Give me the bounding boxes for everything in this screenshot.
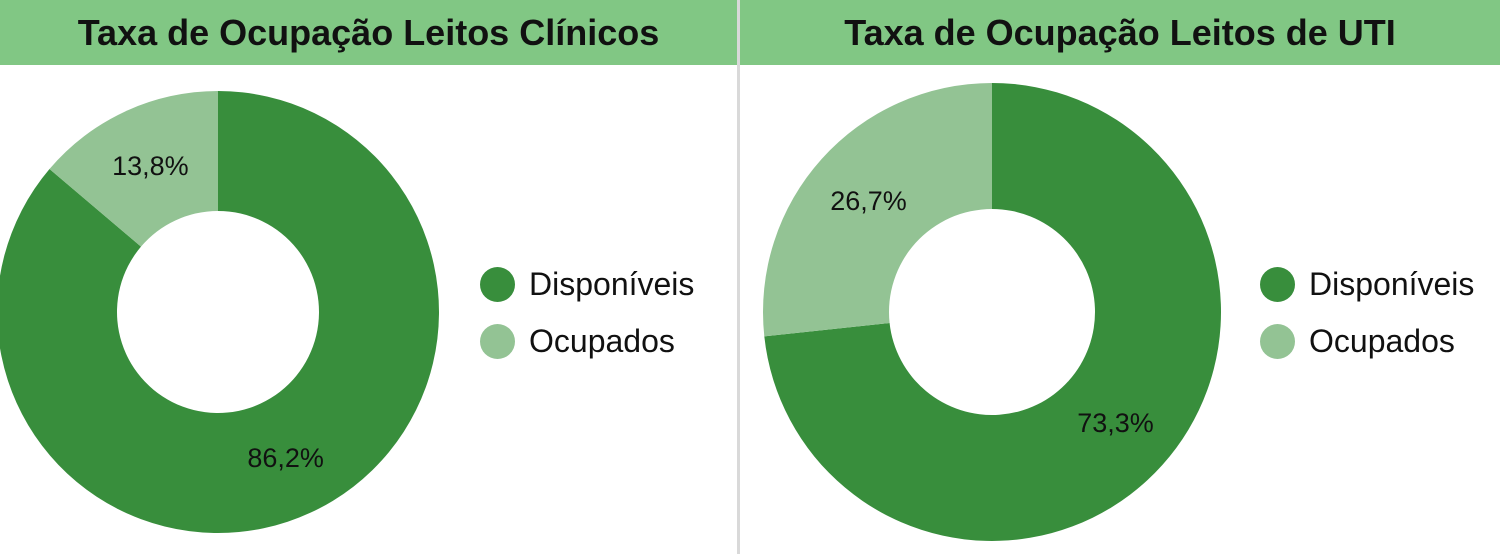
chart-title-bar: Taxa de Ocupação Leitos Clínicos (0, 0, 737, 65)
chart-title-bar: Taxa de Ocupação Leitos de UTI (740, 0, 1500, 65)
legend-label-disponiveis: Disponíveis (529, 266, 695, 302)
chart-title: Taxa de Ocupação Leitos Clínicos (77, 11, 660, 53)
legend-item-disponiveis: Disponíveis (1260, 256, 1474, 313)
legend-swatch-disponiveis (480, 267, 515, 302)
legend-label-ocupados: Ocupados (529, 323, 675, 359)
legend-swatch-disponiveis (1260, 267, 1295, 302)
slice-label-disponiveis: 86,2% (247, 443, 324, 473)
slice-label-ocupados: 13,8% (112, 151, 189, 181)
donut-chart-leitos-uti: 73,3% 26,7% (763, 83, 1221, 541)
legend-label-ocupados: Ocupados (1309, 323, 1455, 359)
legend-swatch-ocupados (480, 324, 515, 359)
slice-label-disponiveis: 73,3% (1077, 408, 1154, 438)
chart-panel-leitos-clinicos: 86,2% 13,8% Taxa de Ocupação Leitos Clíni… (0, 0, 737, 554)
chart-legend: Disponíveis Ocupados (1260, 256, 1474, 370)
slice-label-ocupados: 26,7% (830, 186, 907, 216)
legend-item-ocupados: Ocupados (480, 313, 694, 370)
chart-legend: Disponíveis Ocupados (480, 256, 694, 370)
donut-slice-ocupados (763, 83, 992, 337)
legend-swatch-ocupados (1260, 324, 1295, 359)
chart-title: Taxa de Ocupação Leitos de UTI (844, 11, 1396, 53)
donut-slice-disponiveis (764, 83, 1221, 541)
chart-panel-leitos-uti: 73,3% 26,7% Taxa de Ocupação Leitos de UT… (740, 0, 1500, 554)
donut-slice-ocupados (49, 91, 218, 247)
donut-chart-leitos-clinicos: 86,2% 13,8% (0, 91, 439, 533)
legend-label-disponiveis: Disponíveis (1309, 266, 1475, 302)
legend-item-ocupados: Ocupados (1260, 313, 1474, 370)
panel-divider (737, 0, 740, 554)
legend-item-disponiveis: Disponíveis (480, 256, 694, 313)
donut-slice-disponiveis (0, 91, 439, 533)
